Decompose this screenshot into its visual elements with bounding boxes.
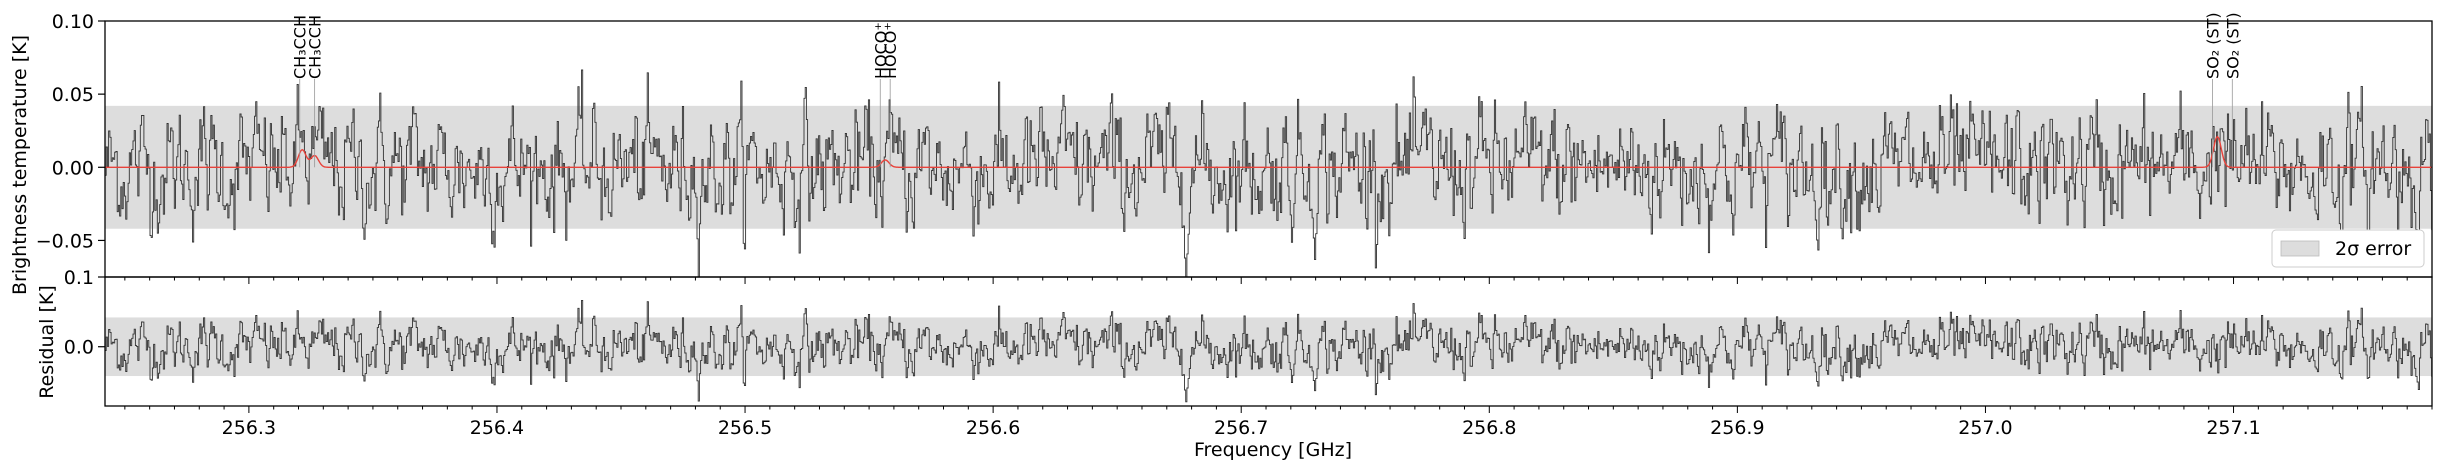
residual-frame — [104, 276, 2433, 407]
line-marker-label: HOCO⁺ — [871, 22, 890, 79]
legend-error-label: 2σ error — [2335, 238, 2411, 260]
spectrum-y-axis-label: Brightness temperature [K] — [9, 35, 31, 295]
legend: 2σ error — [2271, 229, 2425, 268]
y-tick-label: 0.1 — [64, 267, 94, 289]
line-marker-label: CH₃CCH — [291, 15, 310, 79]
y-tick-label: 0.10 — [52, 11, 94, 33]
x-tick-label: 256.6 — [966, 417, 1020, 439]
x-tick-label: 257.0 — [1958, 417, 2012, 439]
line-marker-label: CH₃CCH — [306, 15, 325, 79]
y-tick-label: 0.0 — [64, 337, 94, 359]
x-tick-label: 256.4 — [470, 417, 524, 439]
y-tick-label: −0.05 — [36, 230, 94, 252]
spectrum-observed-line — [105, 69, 2433, 278]
spectrum-model-line — [105, 135, 2432, 168]
legend-error-swatch — [2280, 240, 2320, 257]
line-marker-label: HOCO⁺ — [881, 22, 900, 79]
x-tick-label: 256.3 — [222, 417, 276, 439]
y-tick-label: 0.05 — [52, 84, 94, 106]
line-marker-label: SO₂ (ST) — [2223, 12, 2242, 79]
x-tick-label: 256.8 — [1462, 417, 1516, 439]
residual-panel: 0.0 0.1 256.3 256.4 256.5 256.6 256.7 256.8 256.… — [64, 267, 2433, 439]
x-tick-label: 257.1 — [2206, 417, 2260, 439]
x-axis-label: Frequency [GHz] — [1194, 439, 1352, 461]
x-tick-label: 256.5 — [718, 417, 772, 439]
legend-frame — [2271, 229, 2425, 268]
residual-y-axis-label: Residual [K] — [36, 285, 58, 399]
residual-error-band — [105, 317, 2432, 377]
line-marker-label: SO₂ (ST) — [2203, 12, 2222, 79]
x-tick-label: 256.7 — [1214, 417, 1268, 439]
y-tick-label: 0.00 — [52, 157, 94, 179]
residual-line — [105, 299, 2433, 403]
x-tick-label: 256.9 — [1710, 417, 1764, 439]
